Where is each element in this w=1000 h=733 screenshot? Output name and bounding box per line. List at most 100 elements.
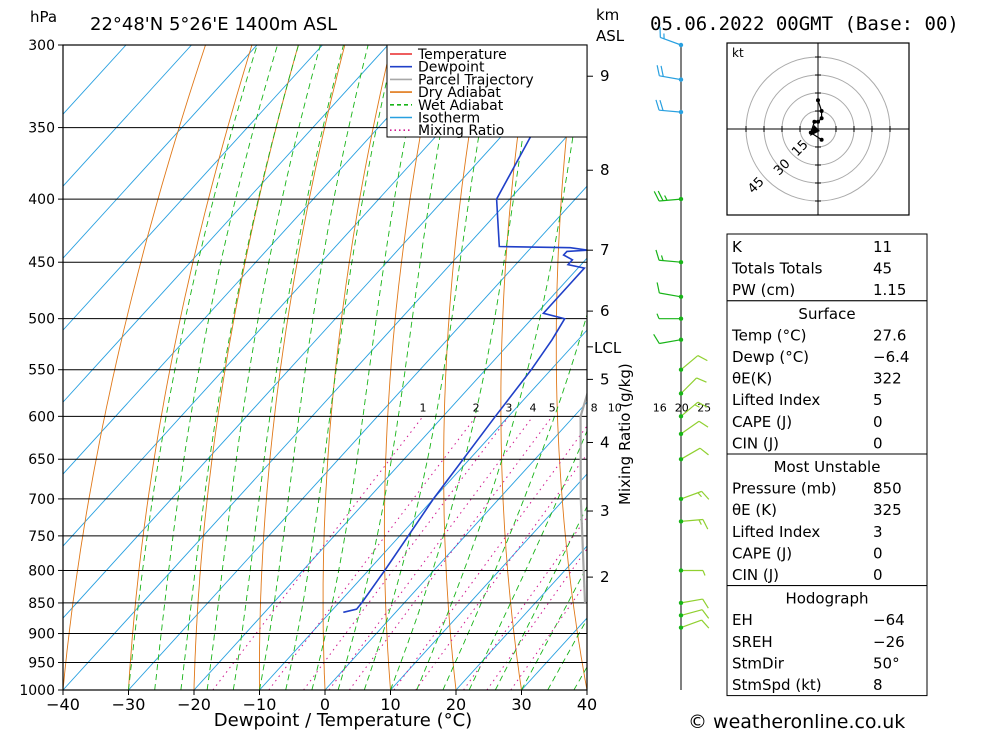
wind-barb-flag [656,282,660,294]
wind-barb-half-flag [656,313,660,319]
wind-dot [678,260,684,265]
table-row-label: θE (K) [732,501,777,519]
wind-barb-flag [655,99,660,111]
pressure-tick-label: 400 [28,192,55,208]
table-row-value: −26 [873,633,905,651]
storm-motion-marker [810,125,820,136]
wind-barb [653,190,684,202]
pressure-tick-label: 500 [28,312,55,328]
table-row-label: Lifted Index [732,391,820,409]
isotherm-line [63,45,454,475]
wind-barb-flag [653,334,660,344]
wind-barb-staff [680,609,703,616]
hodograph-point [819,116,824,121]
isotherm-line [259,329,587,690]
wet-adiabat-line [285,45,396,690]
dry-adiabat-line [500,45,531,690]
table-row-label: PW (cm) [732,281,795,299]
table-row-value: 8 [873,676,883,694]
table-section-title: Hodograph [785,590,868,608]
wind-barb-flag [702,519,709,530]
mixing-ratio-line [486,548,587,690]
isotherm-line [324,401,587,690]
wind-barb [678,377,707,396]
wind-barb-flag [653,191,660,202]
temp-tick-label: −20 [177,695,211,714]
wind-barb-half-flag [660,255,664,261]
wind-dot [678,337,684,342]
wind-barb [659,26,684,48]
wind-barb-staff [659,75,682,81]
wind-barb [655,249,684,265]
wind-barb-flag [701,609,710,619]
mixing-ratio-line [212,415,424,690]
km-tick-label: 8 [600,161,610,179]
legend-label: Wet Adiabat [418,98,504,114]
wind-barb [678,568,706,576]
wet-adiabat-line [468,429,587,690]
dry-adiabat-line [322,45,392,690]
mixing-ratio-value-label: 2 [473,401,480,414]
wind-barb [678,490,710,502]
km-tick-label: 2 [600,568,610,586]
table-section-title: Surface [798,305,855,323]
table-section-box [726,300,928,455]
isotherm-line [63,45,585,619]
wind-barb-staff [680,490,702,500]
mixing-ratio-line [463,516,587,690]
pressure-tick-label: 750 [28,529,55,545]
asl-unit-label: ASL [596,27,625,45]
km-unit-label: km [596,6,619,24]
wind-dot [678,496,684,502]
datetime-title: 05.06.2022 00GMT (Base: 00) [650,13,959,35]
table-section-title: Most Unstable [774,458,881,476]
hodograph-point [816,119,820,124]
table-row-label: K [732,238,743,256]
wind-barb-staff [660,36,682,46]
km-tick-label: 7 [600,241,610,259]
pressure-unit-label: hPa [30,8,57,26]
legend-label: Isotherm [418,111,480,127]
wind-dot [678,391,684,396]
pressure-tick-label: 950 [28,656,55,672]
wind-dot [678,600,684,606]
table-row-value: −6.4 [873,348,909,366]
wind-dot [678,294,684,299]
mixing-ratio-line [348,416,553,690]
wind-barb-half-flag [694,404,700,408]
isotherm-line [63,45,258,259]
indices-table: K 11 Totals Totals 45 PW (cm) 1.15 Surface Temp… [726,233,928,697]
wind-barb [678,355,708,372]
pressure-tick-label: 300 [28,38,55,54]
wind-barb [678,447,709,462]
table-row-value: 50° [873,654,900,672]
wind-barb [678,619,710,630]
dry-adiabat-line [948,45,1000,690]
wind-barb-half-flag [698,519,702,525]
mixing-ratio-value-label: 5 [549,401,556,414]
wind-barb-staff [659,109,682,113]
wind-barb-flag [655,249,660,261]
series-line-temperature [594,45,689,610]
temp-tick-label: −40 [46,695,80,714]
isotherm-line [455,545,587,690]
wind-barb-flag [701,619,710,629]
table-row-label: CIN (J) [732,434,779,452]
wind-barb-flag [659,100,664,111]
wind-barb-flag [698,420,709,428]
wind-barb [656,65,684,82]
wind-profile [653,26,710,690]
table-section-box [726,585,928,697]
km-tick-label: 9 [600,67,610,85]
wind-barb-staff [680,377,697,394]
table-section-box [726,453,928,587]
table-row-value: 850 [873,480,902,498]
wet-adiabat-line [128,45,258,690]
table-row-label: SREH [732,633,773,651]
table-row-value: 0 [873,434,883,452]
isotherm-line [390,473,587,690]
plot-frame [62,44,588,691]
